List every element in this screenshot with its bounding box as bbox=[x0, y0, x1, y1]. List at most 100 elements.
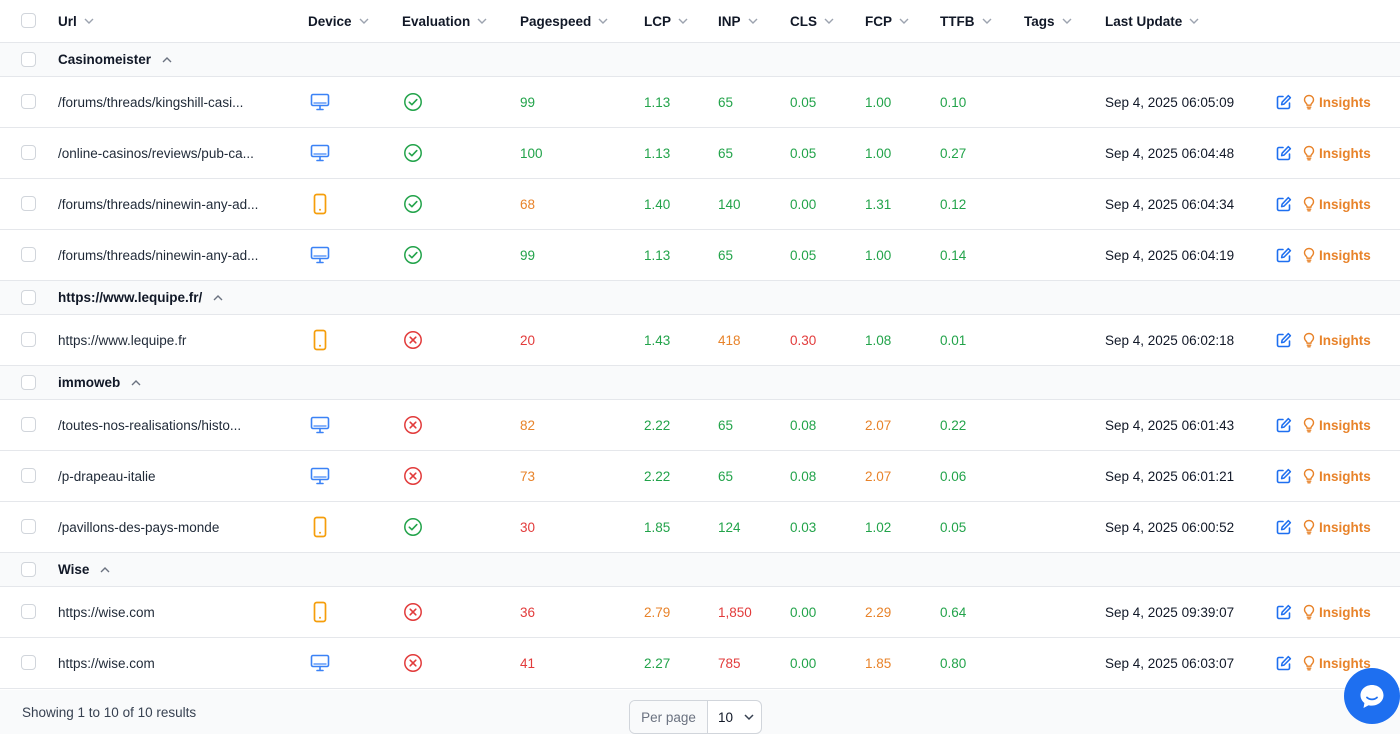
url-cell[interactable]: /forums/threads/ninewin-any-ad... bbox=[58, 196, 259, 212]
table-row[interactable]: /p-drapeau-italie 73 2.22 65 0.08 2.07 0.06 Sep… bbox=[0, 451, 1400, 502]
group-name[interactable]: Casinomeister bbox=[58, 43, 173, 76]
edit-icon[interactable] bbox=[1275, 77, 1293, 127]
edit-icon[interactable] bbox=[1275, 315, 1293, 365]
chevron-down-icon bbox=[748, 18, 758, 24]
cls-value: 0.30 bbox=[790, 332, 817, 348]
url-cell[interactable]: https://wise.com bbox=[58, 655, 155, 671]
edit-icon[interactable] bbox=[1275, 502, 1293, 552]
mobile-device-icon bbox=[313, 502, 327, 552]
chevron-down-icon bbox=[678, 18, 688, 24]
row-checkbox[interactable] bbox=[21, 519, 36, 534]
group-name[interactable]: immoweb bbox=[58, 366, 142, 399]
table-row[interactable]: /pavillons-des-pays-monde 30 1.85 124 0.03 1.… bbox=[0, 502, 1400, 553]
group-checkbox[interactable] bbox=[21, 51, 36, 67]
table-row[interactable]: /toutes-nos-realisations/histo... 82 2.22 6… bbox=[0, 400, 1400, 451]
table-row[interactable]: /online-casinos/reviews/pub-ca... 100 1.13… bbox=[0, 128, 1400, 179]
column-cls-header[interactable]: CLS bbox=[790, 0, 835, 42]
insights-button[interactable]: Insights bbox=[1303, 587, 1371, 637]
url-cell[interactable]: /forums/threads/kingshill-casi... bbox=[58, 94, 244, 110]
insights-button[interactable]: Insights bbox=[1303, 315, 1371, 365]
table-row[interactable]: /forums/threads/kingshill-casi... 99 1.13 6… bbox=[0, 77, 1400, 128]
pass-check-icon bbox=[403, 502, 423, 552]
row-checkbox[interactable] bbox=[21, 332, 36, 347]
lightbulb-icon bbox=[1303, 332, 1319, 348]
per-page-select[interactable]: 10 bbox=[708, 701, 761, 733]
chat-widget-button[interactable] bbox=[1344, 668, 1400, 724]
insights-button[interactable]: Insights bbox=[1303, 179, 1371, 229]
chevron-up-icon[interactable] bbox=[120, 377, 142, 389]
column-url-header[interactable]: Url bbox=[58, 0, 95, 42]
group-name-label: Casinomeister bbox=[58, 52, 152, 67]
insights-button[interactable]: Insights bbox=[1303, 400, 1371, 450]
inp-value: 65 bbox=[718, 145, 734, 161]
row-checkbox[interactable] bbox=[21, 145, 36, 160]
url-cell[interactable]: https://wise.com bbox=[58, 604, 155, 620]
insights-button[interactable]: Insights bbox=[1303, 128, 1371, 178]
cls-value: 0.08 bbox=[790, 417, 817, 433]
row-checkbox[interactable] bbox=[21, 417, 36, 432]
group-name[interactable]: https://www.lequipe.fr/ bbox=[58, 281, 224, 314]
table-row[interactable]: https://wise.com 41 2.27 785 0.00 1.85 0.80 Sep… bbox=[0, 638, 1400, 689]
edit-icon[interactable] bbox=[1275, 587, 1293, 637]
group-row[interactable]: Casinomeister bbox=[0, 43, 1400, 77]
column-evaluation-header[interactable]: Evaluation bbox=[402, 0, 488, 42]
lightbulb-icon bbox=[1303, 196, 1319, 212]
edit-icon[interactable] bbox=[1275, 230, 1293, 280]
group-name-label: immoweb bbox=[58, 375, 121, 390]
ttfb-value: 0.22 bbox=[940, 417, 967, 433]
table-row[interactable]: /forums/threads/ninewin-any-ad... 99 1.13 6… bbox=[0, 230, 1400, 281]
column-fcp-header[interactable]: FCP bbox=[865, 0, 910, 42]
lcp-value: 1.13 bbox=[644, 247, 671, 263]
url-cell[interactable]: /toutes-nos-realisations/histo... bbox=[58, 417, 242, 433]
row-checkbox[interactable] bbox=[21, 196, 36, 211]
group-checkbox[interactable] bbox=[21, 374, 36, 390]
group-row[interactable]: immoweb bbox=[0, 366, 1400, 400]
edit-icon[interactable] bbox=[1275, 400, 1293, 450]
row-checkbox[interactable] bbox=[21, 604, 36, 619]
insights-button[interactable]: Insights bbox=[1303, 451, 1371, 501]
edit-icon[interactable] bbox=[1275, 451, 1293, 501]
fail-x-icon bbox=[403, 451, 423, 501]
group-name[interactable]: Wise bbox=[58, 553, 111, 586]
column-tags-header[interactable]: Tags bbox=[1024, 0, 1073, 42]
row-checkbox[interactable] bbox=[21, 247, 36, 262]
inp-value: 65 bbox=[718, 94, 734, 110]
column-device-header[interactable]: Device bbox=[308, 0, 370, 42]
table-row[interactable]: https://wise.com 36 2.79 1,850 0.00 2.29 0.64 S… bbox=[0, 587, 1400, 638]
url-cell[interactable]: /pavillons-des-pays-monde bbox=[58, 519, 220, 535]
chevron-up-icon[interactable] bbox=[89, 564, 111, 576]
edit-icon[interactable] bbox=[1275, 638, 1293, 688]
group-checkbox[interactable] bbox=[21, 289, 36, 305]
url-cell[interactable]: /forums/threads/ninewin-any-ad... bbox=[58, 247, 259, 263]
fail-x-icon bbox=[403, 587, 423, 637]
insights-button[interactable]: Insights bbox=[1303, 230, 1371, 280]
chevron-up-icon[interactable] bbox=[151, 54, 173, 66]
group-checkbox[interactable] bbox=[21, 561, 36, 577]
row-checkbox[interactable] bbox=[21, 94, 36, 109]
group-row[interactable]: Wise bbox=[0, 553, 1400, 587]
chevron-up-icon[interactable] bbox=[202, 292, 224, 304]
column-pagespeed-header[interactable]: Pagespeed bbox=[520, 0, 609, 42]
column-ttfb-header[interactable]: TTFB bbox=[940, 0, 993, 42]
column-last-update-header[interactable]: Last Update bbox=[1105, 0, 1200, 42]
url-cell[interactable]: /online-casinos/reviews/pub-ca... bbox=[58, 145, 254, 161]
pass-check-icon bbox=[403, 77, 423, 127]
insights-button[interactable]: Insights bbox=[1303, 502, 1371, 552]
last-update-value: Sep 4, 2025 06:00:52 bbox=[1105, 519, 1235, 535]
edit-icon[interactable] bbox=[1275, 179, 1293, 229]
fcp-value: 2.07 bbox=[865, 417, 892, 433]
column-inp-header[interactable]: INP bbox=[718, 0, 759, 42]
select-all-checkbox[interactable] bbox=[21, 13, 36, 28]
edit-icon[interactable] bbox=[1275, 128, 1293, 178]
url-cell[interactable]: https://www.lequipe.fr bbox=[58, 332, 187, 348]
url-cell[interactable]: /p-drapeau-italie bbox=[58, 468, 156, 484]
mobile-device-icon bbox=[313, 587, 327, 637]
table-row[interactable]: /forums/threads/ninewin-any-ad... 68 1.40 1… bbox=[0, 179, 1400, 230]
insights-button[interactable]: Insights bbox=[1303, 77, 1371, 127]
table-row[interactable]: https://www.lequipe.fr 20 1.43 418 0.30 1.08 0… bbox=[0, 315, 1400, 366]
column-lcp-header[interactable]: LCP bbox=[644, 0, 689, 42]
row-checkbox[interactable] bbox=[21, 655, 36, 670]
insights-button[interactable]: Insights bbox=[1303, 638, 1371, 688]
group-row[interactable]: https://www.lequipe.fr/ bbox=[0, 281, 1400, 315]
row-checkbox[interactable] bbox=[21, 468, 36, 483]
